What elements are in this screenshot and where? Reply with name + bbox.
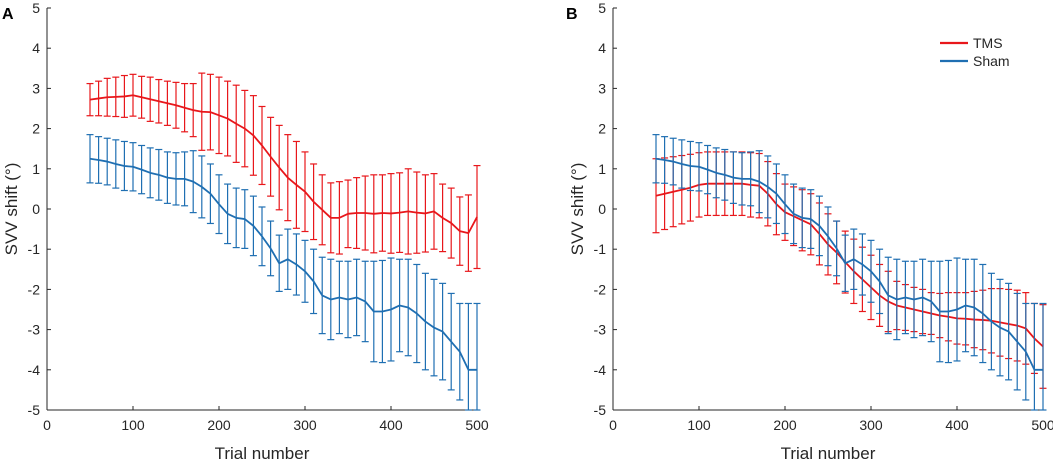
y-tick-label-a: -2 [28, 281, 41, 297]
x-tick-label-b: 300 [859, 417, 883, 433]
y-tick-label-b: 5 [598, 0, 606, 16]
x-tick-label-a: 0 [43, 417, 51, 433]
panel-a: A SVV shift (°) Trial number 0 100 200 300 4… [2, 0, 489, 463]
y-tick-label-a: 1 [32, 161, 40, 177]
x-tick-label-a: 400 [379, 417, 403, 433]
x-axis-label-a: Trial number [215, 444, 310, 463]
x-axis-label-b: Trial number [781, 444, 876, 463]
x-tick-label-b: 500 [1031, 417, 1053, 433]
x-tick-label-b: 400 [945, 417, 969, 433]
y-tick-label-b: -2 [594, 281, 607, 297]
y-tick-label-b: -4 [594, 362, 607, 378]
legend: TMS Sham [940, 35, 1010, 69]
y-tick-label-b: -1 [594, 241, 607, 257]
y-tick-label-a: 0 [32, 201, 40, 217]
x-tick-label-a: 200 [207, 417, 231, 433]
y-tick-label-b: 1 [598, 161, 606, 177]
x-tick-label-a: 100 [121, 417, 145, 433]
legend-label-tms: TMS [973, 35, 1003, 51]
legend-label-sham: Sham [973, 53, 1010, 69]
panel-letter-a: A [2, 6, 14, 23]
series-line-tms-a [89, 94, 478, 235]
plot-area-b: 0 100 200 300 400 500 -5 -4 -3 -2 -1 0 1 2 3 4 5 [594, 0, 1053, 433]
y-tick-label-b: 0 [598, 201, 606, 217]
series-line-sham-b [655, 157, 1043, 371]
panel-letter-b: B [566, 6, 578, 23]
x-tick-label-a: 300 [293, 417, 317, 433]
y-tick-label-a: 3 [32, 80, 40, 96]
y-tick-label-a: -5 [28, 402, 41, 418]
series-line-sham-a [89, 157, 477, 371]
x-tick-label-a: 500 [465, 417, 489, 433]
y-tick-label-b: -5 [594, 402, 607, 418]
y-axis-label-b: SVV shift (°) [568, 163, 587, 256]
series-line-tms-b [655, 182, 1044, 348]
y-tick-label-a: 2 [32, 121, 40, 137]
y-tick-label-a: -3 [28, 322, 41, 338]
x-tick-label-b: 200 [773, 417, 797, 433]
y-tick-label-b: -3 [594, 322, 607, 338]
y-tick-label-b: 3 [598, 80, 606, 96]
y-tick-label-a: -1 [28, 241, 41, 257]
y-tick-label-a: 5 [32, 0, 40, 16]
y-tick-label-a: 4 [32, 40, 40, 56]
plot-area-a: 0 100 200 300 400 500 -5 -4 -3 -2 -1 0 1 2 3 4 5 [28, 0, 489, 433]
y-tick-label-b: 4 [598, 40, 606, 56]
panel-b: B SVV shift (°) Trial number 0 100 200 300 4… [566, 0, 1053, 463]
y-tick-label-a: -4 [28, 362, 41, 378]
x-tick-label-b: 100 [687, 417, 711, 433]
y-axis-label-a: SVV shift (°) [2, 163, 21, 256]
x-tick-label-b: 0 [609, 417, 617, 433]
y-tick-label-b: 2 [598, 121, 606, 137]
